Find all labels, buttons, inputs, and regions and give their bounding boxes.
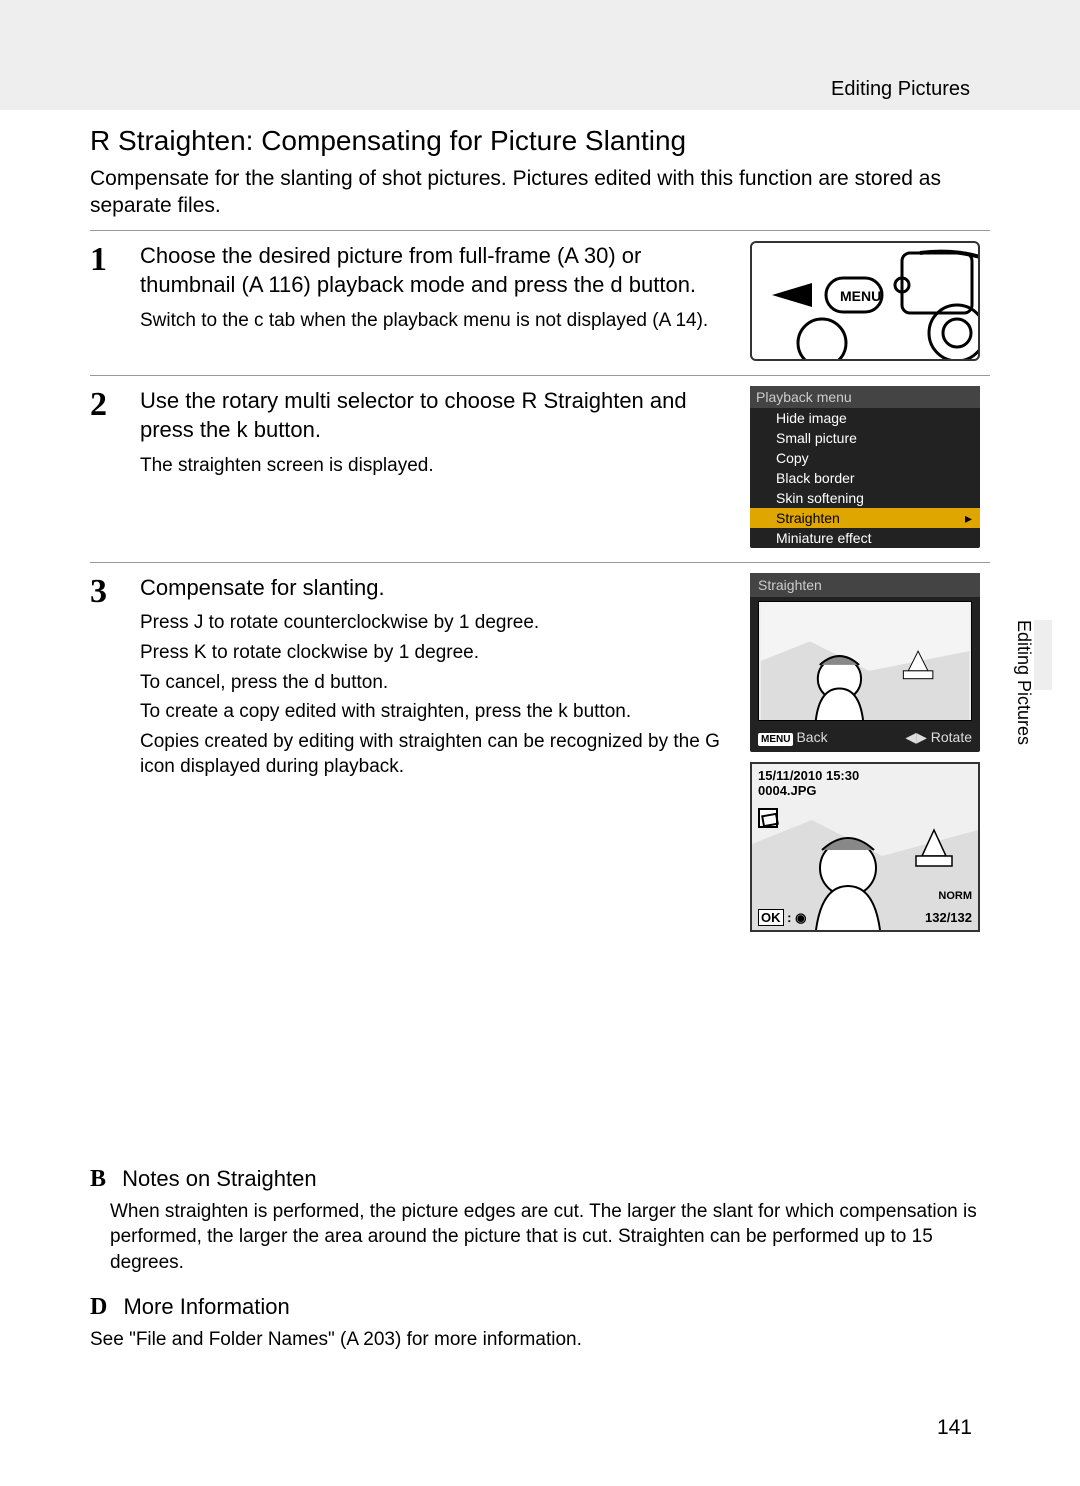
- menu-item[interactable]: Black border: [750, 468, 980, 488]
- menu-item-label: Small picture: [776, 430, 857, 446]
- step-sub-line: Press J to rotate counterclockwise by 1 …: [140, 610, 732, 636]
- dial-icon: ◉: [795, 910, 806, 925]
- step-3: 3 Compensate for slanting. Press J to ro…: [90, 562, 990, 946]
- notes-section: B Notes on Straighten When straighten is…: [90, 1166, 990, 1353]
- note-icon: B: [90, 1166, 106, 1192]
- playback-overlay-top: 15/11/2010 15:30 0004.JPG: [758, 768, 859, 798]
- quality-badge: NORM: [938, 890, 972, 902]
- notes-heading: B Notes on Straighten: [90, 1166, 990, 1193]
- step-sub-line: Press K to rotate clockwise by 1 degree.: [140, 640, 732, 666]
- rotate-button[interactable]: ◀▶ Rotate: [905, 729, 972, 746]
- screen-preview: [758, 601, 972, 721]
- menu-item[interactable]: Skin softening: [750, 488, 980, 508]
- note-icon: D: [90, 1294, 107, 1320]
- step-sub-line: To create a copy edited with straighten,…: [140, 699, 732, 725]
- menu-item[interactable]: Hide image: [750, 408, 980, 428]
- title-text: Straighten: Compensating for Picture Sla…: [118, 125, 686, 156]
- back-label: Back: [796, 729, 827, 745]
- playback-menu-screen: Playback menu Hide image Small picture C…: [750, 386, 980, 548]
- menu-item-selected[interactable]: Straighten ▸: [750, 508, 980, 528]
- screen-footer: MENUBack ◀▶ Rotate: [750, 725, 980, 752]
- menu-item-label: Copy: [776, 450, 809, 466]
- rotate-label: Rotate: [931, 729, 972, 745]
- svg-text:MENU: MENU: [840, 288, 881, 304]
- intro-text: Compensate for the slanting of shot pict…: [90, 165, 990, 220]
- screen-title: Straighten: [750, 573, 980, 597]
- step-subtext: Switch to the c tab when the playback me…: [140, 308, 732, 334]
- step-sub-line: To cancel, press the d button.: [140, 670, 732, 696]
- step-title: Choose the desired picture from full-fra…: [140, 241, 732, 300]
- camera-lineart: MENU: [750, 241, 980, 361]
- step-sub-line: The straighten screen is displayed.: [140, 453, 732, 479]
- title-icon: R: [90, 125, 110, 156]
- menu-item[interactable]: Miniature effect: [750, 528, 980, 548]
- menu-item-label: Straighten: [776, 510, 840, 526]
- more-body: See "File and Folder Names" (A 203) for …: [90, 1327, 990, 1353]
- page-title: R Straighten: Compensating for Picture S…: [90, 125, 990, 157]
- menu-item-label: Skin softening: [776, 490, 864, 506]
- step-2: 2 Use the rotary multi selector to choos…: [90, 375, 990, 562]
- menu-badge-icon: MENU: [758, 733, 793, 746]
- menu-item-label: Miniature effect: [776, 530, 871, 546]
- more-heading: D More Information: [90, 1294, 990, 1321]
- notes-body: When straighten is performed, the pictur…: [110, 1199, 990, 1276]
- step-2-figure: Playback menu Hide image Small picture C…: [750, 386, 990, 548]
- counter: 132/132: [925, 910, 972, 926]
- side-tab-label: Editing Pictures: [1013, 620, 1034, 745]
- menu-item[interactable]: Copy: [750, 448, 980, 468]
- ok-indicator: OK : ◉: [758, 910, 806, 926]
- page-content: R Straighten: Compensating for Picture S…: [90, 125, 990, 1352]
- step-number: 2: [90, 386, 140, 548]
- header-section: Editing Pictures: [831, 78, 970, 101]
- step-1: 1 Choose the desired picture from full-f…: [90, 230, 990, 375]
- step-number: 1: [90, 241, 140, 361]
- step-sub-line: Copies created by editing with straighte…: [140, 729, 732, 780]
- step-title: Compensate for slanting.: [140, 573, 732, 603]
- timestamp: 15/11/2010 15:30: [758, 768, 859, 783]
- side-tab-bar: [1034, 620, 1052, 690]
- back-button[interactable]: MENUBack: [758, 729, 828, 746]
- step-title: Use the rotary multi selector to choose …: [140, 386, 732, 445]
- step-1-figure: MENU: [750, 241, 990, 361]
- straighten-indicator-icon: [758, 808, 778, 828]
- menu-item-label: Hide image: [776, 410, 847, 426]
- chevron-right-icon: ▸: [965, 510, 972, 527]
- playback-thumbnail: 15/11/2010 15:30 0004.JPG NORM OK : ◉ 13…: [750, 762, 980, 932]
- playback-overlay-bottom: OK : ◉ 132/132: [758, 910, 972, 926]
- page-number: 141: [937, 1416, 972, 1440]
- side-tab: Editing Pictures: [1012, 620, 1052, 830]
- step-body: Compensate for slanting. Press J to rota…: [140, 573, 750, 932]
- step-subtext: The straighten screen is displayed.: [140, 453, 732, 479]
- step-body: Choose the desired picture from full-fra…: [140, 241, 750, 361]
- rotate-icon: ◀▶: [905, 729, 927, 745]
- menu-item-label: Black border: [776, 470, 855, 486]
- step-body: Use the rotary multi selector to choose …: [140, 386, 750, 548]
- menu-title: Playback menu: [750, 386, 980, 408]
- straighten-screen: Straighten MENUBack ◀▶ Rotate: [750, 573, 980, 752]
- step-3-figure: Straighten MENUBack ◀▶ Rotate: [750, 573, 990, 932]
- step-number: 3: [90, 573, 140, 932]
- filename: 0004.JPG: [758, 783, 859, 798]
- more-title: More Information: [123, 1294, 289, 1319]
- step-subtext: Press J to rotate counterclockwise by 1 …: [140, 610, 732, 780]
- notes-title: Notes on Straighten: [122, 1166, 316, 1191]
- step-sub-line: Switch to the c tab when the playback me…: [140, 308, 732, 334]
- menu-item[interactable]: Small picture: [750, 428, 980, 448]
